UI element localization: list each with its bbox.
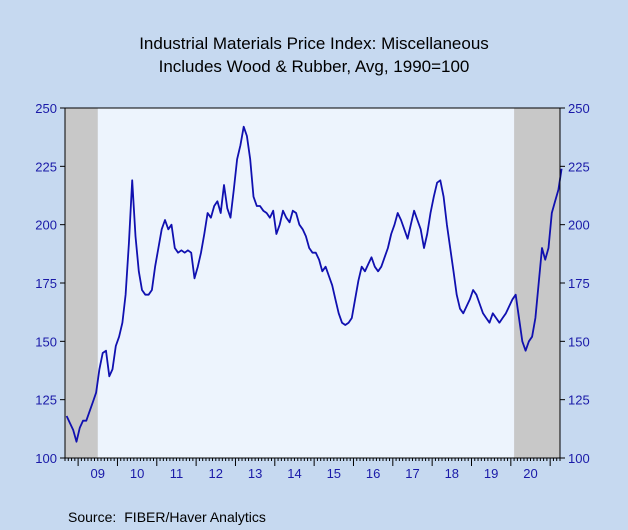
chart-title-line-1: Industrial Materials Price Index: Miscel… (139, 34, 489, 53)
y-tick-label-right: 225 (568, 159, 590, 174)
y-tick-label-left: 175 (35, 276, 57, 291)
x-tick-label: 09 (91, 466, 105, 481)
x-tick-label: 18 (445, 466, 459, 481)
x-tick-label: 20 (523, 466, 537, 481)
x-tick-label: 13 (248, 466, 262, 481)
x-tick-label: 10 (130, 466, 144, 481)
recession-shading-group (65, 108, 560, 458)
x-tick-label: 15 (327, 466, 341, 481)
recession-band-2 (514, 108, 560, 458)
plot-area (65, 108, 560, 458)
y-tick-label-left: 225 (35, 159, 57, 174)
x-tick-label: 19 (484, 466, 498, 481)
y-tick-label-left: 150 (35, 334, 57, 349)
y-tick-label-left: 100 (35, 451, 57, 466)
source-label: Source: (68, 509, 117, 525)
y-tick-label-left: 125 (35, 393, 57, 408)
y-tick-label-right: 175 (568, 276, 590, 291)
source-text: FIBER/Haver Analytics (124, 509, 266, 525)
y-tick-label-right: 150 (568, 334, 590, 349)
y-tick-label-right: 200 (568, 218, 590, 233)
plot-frame (64, 107, 561, 459)
y-tick-label-right: 250 (568, 101, 590, 116)
series-line (65, 125, 563, 443)
x-tick-label: 14 (287, 466, 301, 481)
x-tick-label: 11 (170, 466, 184, 481)
y-tick-label-right: 100 (568, 451, 590, 466)
x-tick-label: 17 (405, 466, 419, 481)
chart-title-line-2: Includes Wood & Rubber, Avg, 1990=100 (158, 57, 470, 76)
source-note: Source: FIBER/Haver Analytics (68, 509, 266, 525)
x-tick-label: 16 (366, 466, 380, 481)
recession-band-1 (65, 108, 98, 458)
y-tick-label-left: 200 (35, 218, 57, 233)
y-tick-label-left: 250 (35, 101, 57, 116)
x-tick-label: 12 (209, 466, 223, 481)
y-tick-label-right: 125 (568, 393, 590, 408)
